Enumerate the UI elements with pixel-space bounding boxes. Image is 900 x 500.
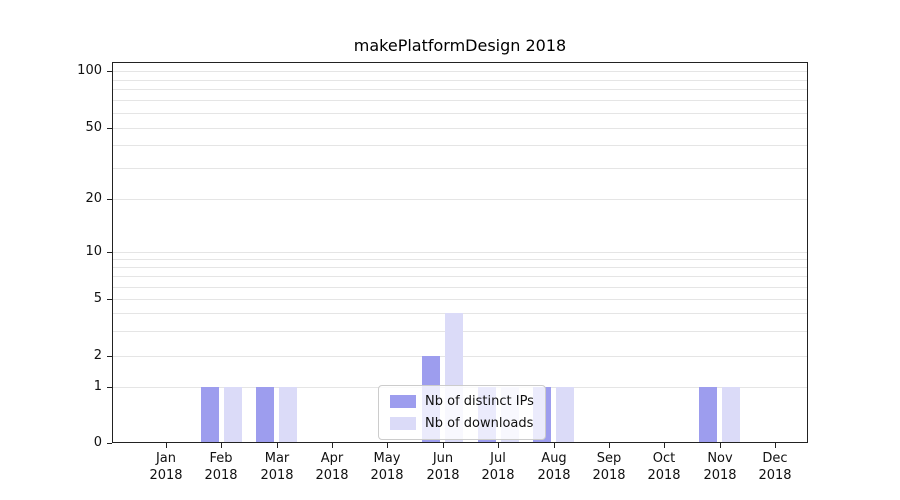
x-tick-label: Jan 2018 bbox=[149, 451, 183, 483]
legend: Nb of distinct IPs Nb of downloads bbox=[378, 385, 546, 440]
y-tick-mark bbox=[107, 128, 112, 129]
x-tick-mark bbox=[498, 443, 499, 448]
x-tick-label: May 2018 bbox=[370, 451, 404, 483]
x-tick-mark bbox=[664, 443, 665, 448]
y-tick-mark bbox=[107, 443, 112, 444]
legend-item-downloads: Nb of downloads bbox=[390, 416, 534, 431]
y-tick-mark bbox=[107, 199, 112, 200]
y-gridline bbox=[112, 259, 808, 260]
y-gridline bbox=[112, 276, 808, 277]
bar-downloads-feb bbox=[223, 387, 242, 443]
x-tick-mark bbox=[277, 443, 278, 448]
y-gridline bbox=[112, 71, 808, 72]
bar-distinct-ips-mar bbox=[256, 387, 275, 443]
y-gridline bbox=[112, 168, 808, 169]
y-gridline bbox=[112, 89, 808, 90]
y-tick-label: 20 bbox=[85, 191, 102, 206]
x-tick-label: Jul 2018 bbox=[481, 451, 515, 483]
y-gridline bbox=[112, 199, 808, 200]
x-tick-label: Jun 2018 bbox=[426, 451, 460, 483]
legend-swatch-downloads bbox=[390, 417, 416, 430]
y-tick-mark bbox=[107, 71, 112, 72]
x-tick-label: Aug 2018 bbox=[537, 451, 571, 483]
y-gridline bbox=[112, 299, 808, 300]
y-gridline bbox=[112, 252, 808, 253]
y-gridline bbox=[112, 100, 808, 101]
y-tick-label: 100 bbox=[77, 63, 102, 78]
legend-label-downloads: Nb of downloads bbox=[425, 416, 534, 431]
x-tick-label: Sep 2018 bbox=[592, 451, 626, 483]
legend-label-distinct-ips: Nb of distinct IPs bbox=[425, 394, 534, 409]
y-tick-label: 0 bbox=[93, 435, 102, 450]
y-tick-label: 50 bbox=[85, 120, 102, 135]
y-tick-mark bbox=[107, 299, 112, 300]
y-gridline bbox=[112, 113, 808, 114]
x-tick-label: Dec 2018 bbox=[758, 451, 792, 483]
x-tick-mark bbox=[166, 443, 167, 448]
y-gridline bbox=[112, 287, 808, 288]
chart-title: makePlatformDesign 2018 bbox=[353, 36, 567, 55]
legend-swatch-distinct-ips bbox=[390, 395, 416, 408]
x-tick-mark bbox=[332, 443, 333, 448]
bar-downloads-aug bbox=[556, 387, 574, 443]
y-tick-label: 1 bbox=[93, 379, 102, 394]
bar-downloads-nov bbox=[722, 387, 741, 443]
x-tick-mark bbox=[609, 443, 610, 448]
y-tick-label: 2 bbox=[93, 348, 102, 363]
x-tick-label: Nov 2018 bbox=[703, 451, 737, 483]
y-tick-label: 10 bbox=[85, 244, 102, 259]
y-gridline bbox=[112, 267, 808, 268]
y-gridline bbox=[112, 145, 808, 146]
bar-distinct-ips-nov bbox=[699, 387, 718, 443]
y-tick-mark bbox=[107, 387, 112, 388]
x-tick-mark bbox=[720, 443, 721, 448]
bar-distinct-ips-feb bbox=[200, 387, 219, 443]
bar-downloads-mar bbox=[279, 387, 298, 443]
x-tick-mark bbox=[554, 443, 555, 448]
legend-item-distinct-ips: Nb of distinct IPs bbox=[390, 394, 534, 409]
x-tick-label: Feb 2018 bbox=[204, 451, 238, 483]
y-tick-label: 5 bbox=[93, 291, 102, 306]
y-gridline bbox=[112, 80, 808, 81]
y-tick-mark bbox=[107, 356, 112, 357]
y-tick-mark bbox=[107, 252, 112, 253]
x-tick-mark bbox=[775, 443, 776, 448]
y-gridline bbox=[112, 128, 808, 129]
x-tick-label: Mar 2018 bbox=[260, 451, 294, 483]
x-tick-mark bbox=[443, 443, 444, 448]
x-tick-label: Apr 2018 bbox=[315, 451, 349, 483]
x-tick-mark bbox=[221, 443, 222, 448]
x-tick-mark bbox=[387, 443, 388, 448]
x-tick-label: Oct 2018 bbox=[647, 451, 681, 483]
